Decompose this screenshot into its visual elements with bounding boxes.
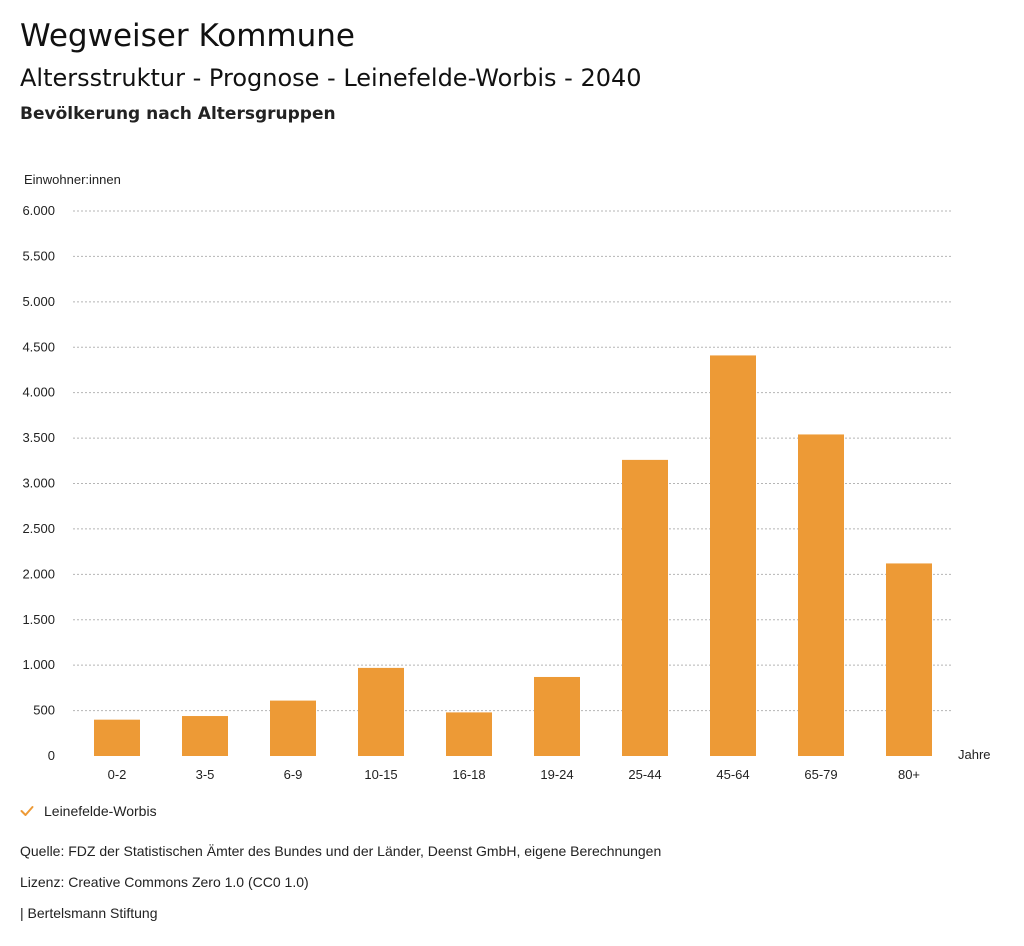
y-tick-label: 0 [48,748,55,763]
y-tick-label: 5.500 [22,248,55,263]
y-tick-label: 500 [33,703,55,718]
x-tick-label: 45-64 [716,767,749,782]
source-text: Quelle: FDZ der Statistischen Ämter des … [20,843,662,859]
y-tick-label: 4.500 [22,339,55,354]
bar-0-2[interactable] [94,719,140,756]
bar-10-15[interactable] [358,667,404,756]
x-tick-label: 19-24 [540,767,573,782]
license-text: Lizenz: Creative Commons Zero 1.0 (CC0 1… [20,874,309,890]
y-tick-label: 2.500 [22,521,55,536]
y-axis-ticks: 0 500 1.000 1.500 2.000 2.500 3.000 3.500 4.000 4… [22,203,55,763]
x-axis-ticks: 0-2 3-5 6-9 10-15 16-18 19-24 25-44 45-64 65-79 8… [108,767,920,782]
x-tick-label: 6-9 [284,767,303,782]
x-tick-label: 16-18 [452,767,485,782]
y-axis-label: Einwohner:innen [24,172,121,187]
chart-subtitle: Bevölkerung nach Altersgruppen [20,104,336,124]
y-tick-label: 6.000 [22,203,55,218]
bar-80+[interactable] [886,563,932,756]
y-tick-label: 5.000 [22,294,55,309]
bar-6-9[interactable] [270,700,316,756]
bar-chart: Einwohner:innen 0 500 1.000 1.500 2.000 2.500… [22,172,991,782]
bar-45-64[interactable] [710,355,756,756]
page-title: Wegweiser Kommune [20,18,355,54]
bar-25-44[interactable] [622,459,668,756]
publisher-text: | Bertelsmann Stiftung [20,905,158,921]
bar-65-79[interactable] [798,434,844,756]
legend[interactable]: Leinefelde-Worbis [20,803,157,819]
bar-3-5[interactable] [182,716,228,756]
y-tick-label: 3.000 [22,476,55,491]
bar-16-18[interactable] [446,712,492,756]
y-tick-label: 1.000 [22,657,55,672]
x-tick-label: 25-44 [628,767,661,782]
x-tick-label: 0-2 [108,767,127,782]
bar-19-24[interactable] [534,676,580,756]
y-tick-label: 1.500 [22,612,55,627]
legend-label: Leinefelde-Worbis [44,803,157,819]
y-tick-label: 2.000 [22,566,55,581]
bars [94,355,932,756]
x-axis-label: Jahre [958,747,991,762]
chart-title: Altersstruktur - Prognose - Leinefelde-W… [20,64,642,92]
x-tick-label: 10-15 [364,767,397,782]
y-tick-label: 3.500 [22,430,55,445]
y-tick-label: 4.000 [22,385,55,400]
x-tick-label: 80+ [898,767,920,782]
x-tick-label: 3-5 [196,767,215,782]
check-icon [20,806,34,816]
x-tick-label: 65-79 [804,767,837,782]
